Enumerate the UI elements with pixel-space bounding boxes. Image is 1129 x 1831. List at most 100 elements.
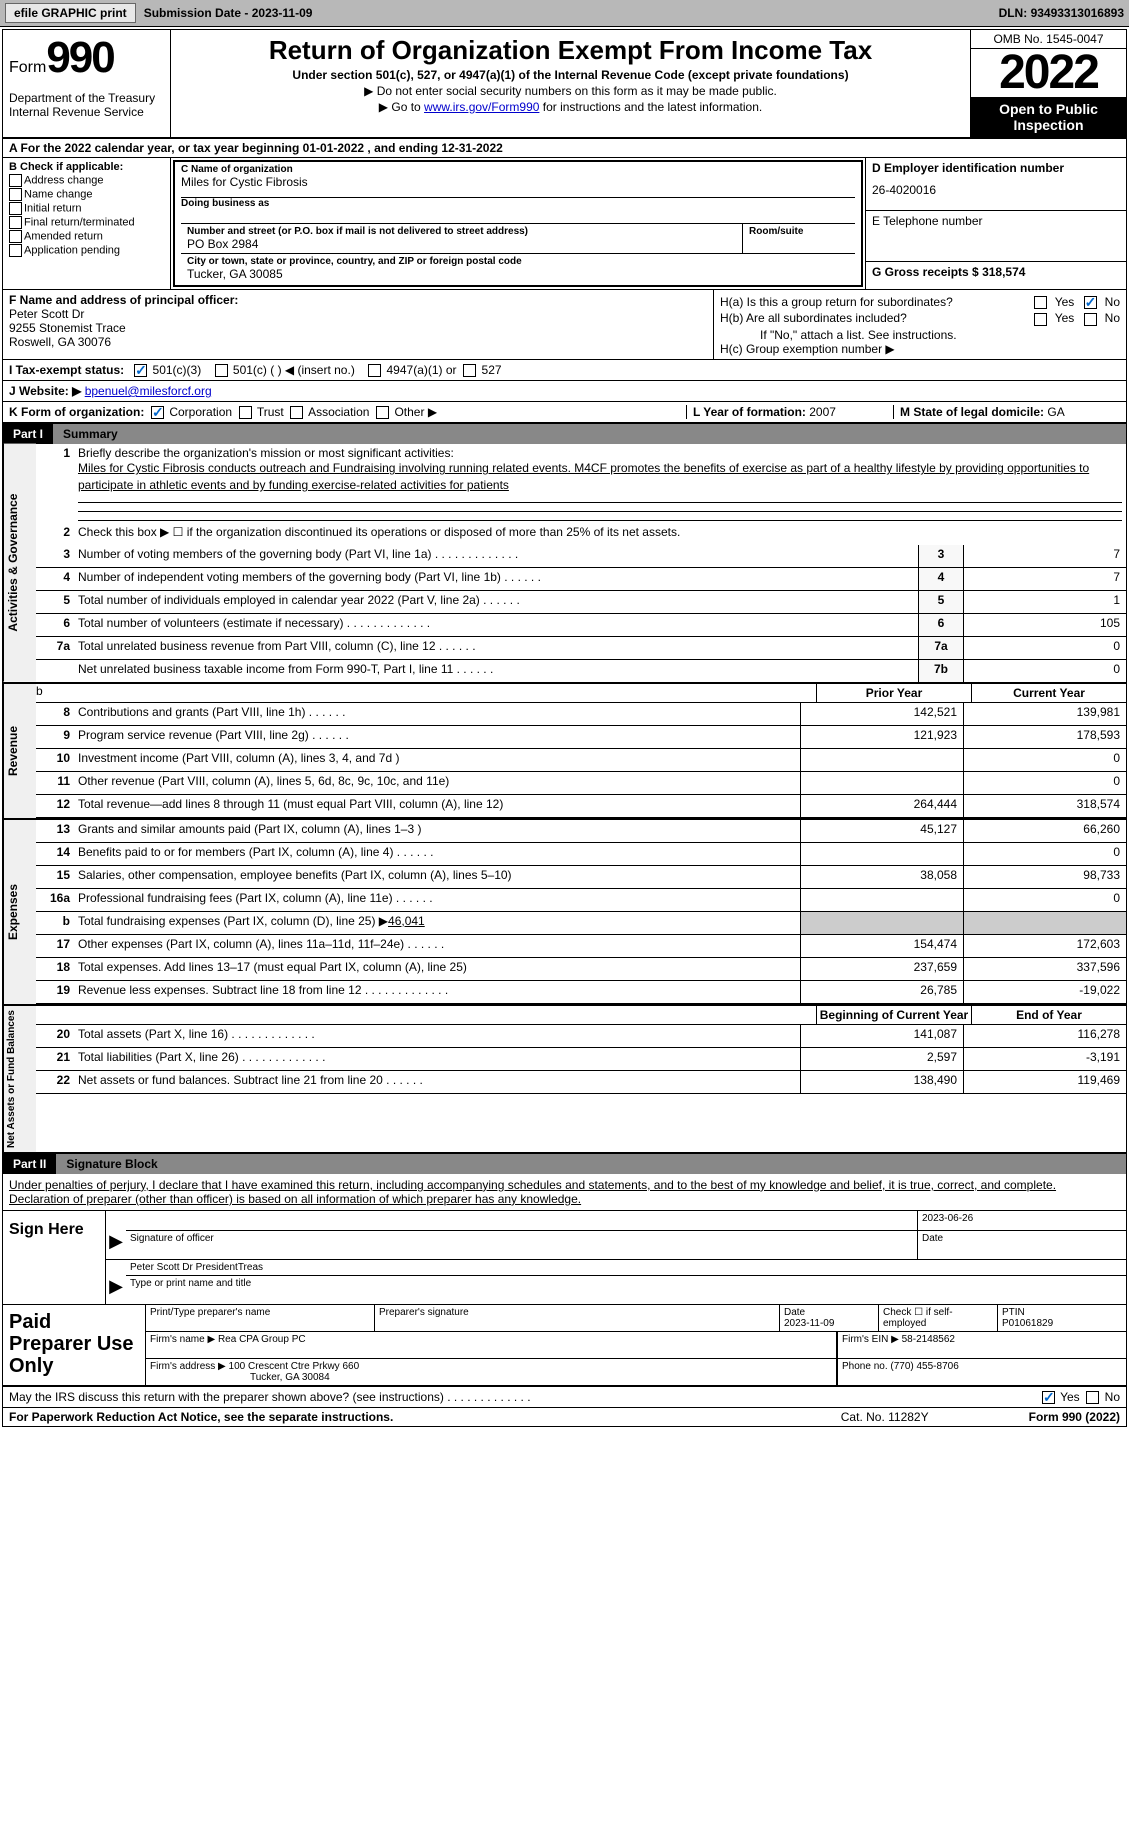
submission-date: Submission Date - 2023-11-09	[144, 6, 313, 20]
l18-prior: 237,659	[800, 958, 963, 980]
gross-receipts-label: G Gross receipts $	[872, 265, 979, 279]
addr-label: Number and street (or P.O. box if mail i…	[187, 226, 736, 237]
chk-assoc[interactable]	[290, 406, 303, 419]
org-name-label: C Name of organization	[181, 164, 855, 175]
chk-address-change[interactable]	[9, 174, 22, 187]
officer-city: Roswell, GA 30076	[9, 335, 707, 349]
l15-prior: 38,058	[800, 866, 963, 888]
chk-application-pending[interactable]	[9, 244, 22, 257]
chk-corp[interactable]	[151, 406, 164, 419]
discuss-no[interactable]	[1086, 1391, 1099, 1404]
chk-other[interactable]	[376, 406, 389, 419]
l17-prior: 154,474	[800, 935, 963, 957]
sign-here-label: Sign Here	[3, 1211, 105, 1304]
ptin-value: P01061829	[1002, 1318, 1053, 1329]
chk-527[interactable]	[463, 364, 476, 377]
current-year-header: Current Year	[971, 684, 1126, 702]
firm-city: Tucker, GA 30084	[250, 1372, 330, 1383]
ein-value: 26-4020016	[872, 183, 1120, 197]
l22-begin: 138,490	[800, 1071, 963, 1093]
website-value[interactable]: bpenuel@milesforcf.org	[85, 384, 212, 398]
chk-initial-return[interactable]	[9, 202, 22, 215]
subtitle-1: Under section 501(c), 527, or 4947(a)(1)…	[177, 68, 964, 82]
line-4-label: Number of independent voting members of …	[74, 568, 918, 590]
preparer-sig-label: Preparer's signature	[375, 1305, 780, 1331]
ha-no[interactable]	[1084, 296, 1097, 309]
ha-yes[interactable]	[1034, 296, 1047, 309]
website-label: J Website: ▶	[9, 384, 85, 398]
paperwork-notice: For Paperwork Reduction Act Notice, see …	[9, 1410, 393, 1424]
l9-current: 178,593	[963, 726, 1126, 748]
l16a-current: 0	[963, 889, 1126, 911]
l8-current: 139,981	[963, 703, 1126, 725]
date-label: Date	[917, 1231, 1126, 1259]
line-7a-value: 0	[963, 637, 1126, 659]
line-6-value: 105	[963, 614, 1126, 636]
chk-4947[interactable]	[368, 364, 381, 377]
chk-trust[interactable]	[239, 406, 252, 419]
chk-name-change[interactable]	[9, 188, 22, 201]
line-7b-value: 0	[963, 660, 1126, 682]
h-note: If "No," attach a list. See instructions…	[720, 328, 1120, 342]
l20-begin: 141,087	[800, 1025, 963, 1047]
l21-end: -3,191	[963, 1048, 1126, 1070]
l21-begin: 2,597	[800, 1048, 963, 1070]
firm-addr: 100 Crescent Ctre Prkwy 660	[229, 1361, 360, 1372]
firm-name: Rea CPA Group PC	[218, 1334, 306, 1345]
part-2-header: Part II Signature Block	[3, 1154, 1126, 1174]
penalty-declaration: Under penalties of perjury, I declare th…	[3, 1174, 1126, 1211]
l13-prior: 45,127	[800, 820, 963, 842]
l19-prior: 26,785	[800, 981, 963, 1003]
line-2: Check this box ▶ ☐ if the organization d…	[74, 523, 1126, 545]
line-5-value: 1	[963, 591, 1126, 613]
chk-final-return[interactable]	[9, 216, 22, 229]
section-b-checkboxes: B Check if applicable: Address change Na…	[3, 158, 170, 289]
type-name-label: Type or print name and title	[126, 1276, 1126, 1304]
year-formation: 2007	[809, 405, 836, 419]
l8-prior: 142,521	[800, 703, 963, 725]
beginning-year-header: Beginning of Current Year	[816, 1006, 971, 1024]
line-4-value: 7	[963, 568, 1126, 590]
chk-501c[interactable]	[215, 364, 228, 377]
side-activities-governance: Activities & Governance	[3, 444, 36, 682]
dln: DLN: 93493313016893	[999, 6, 1124, 20]
l10-prior	[800, 749, 963, 771]
form-number: Form990	[9, 33, 164, 83]
chk-amended-return[interactable]	[9, 230, 22, 243]
l11-prior	[800, 772, 963, 794]
efile-print-button[interactable]: efile GRAPHIC print	[5, 3, 136, 23]
discuss-yes[interactable]	[1042, 1391, 1055, 1404]
form-org-label: K Form of organization:	[9, 405, 144, 419]
line-3-label: Number of voting members of the governin…	[74, 545, 918, 567]
l18-current: 337,596	[963, 958, 1126, 980]
line-7a-label: Total unrelated business revenue from Pa…	[74, 637, 918, 659]
side-net-assets: Net Assets or Fund Balances	[3, 1006, 36, 1152]
hb-yes[interactable]	[1034, 313, 1047, 326]
prior-year-header: Prior Year	[816, 684, 971, 702]
gross-receipts-value: 318,574	[982, 265, 1025, 279]
side-revenue: Revenue	[3, 684, 36, 818]
sig-officer-label: Signature of officer	[126, 1231, 917, 1259]
sig-date-value: 2023-06-26	[922, 1213, 973, 1224]
end-year-header: End of Year	[971, 1006, 1126, 1024]
open-to-public: Open to Public Inspection	[971, 97, 1126, 137]
state-domicile: GA	[1047, 405, 1064, 419]
form-title: Return of Organization Exempt From Incom…	[177, 35, 964, 66]
l20-end: 116,278	[963, 1025, 1126, 1047]
prep-date: 2023-11-09	[784, 1318, 834, 1329]
hb-no[interactable]	[1084, 313, 1097, 326]
chk-501c3[interactable]	[134, 364, 147, 377]
l11-current: 0	[963, 772, 1126, 794]
l22-end: 119,469	[963, 1071, 1126, 1093]
officer-addr: 9255 Stonemist Trace	[9, 321, 707, 335]
l19-current: -19,022	[963, 981, 1126, 1003]
firm-ein: 58-2148562	[902, 1334, 955, 1345]
subtitle-3: ▶ Go to www.irs.gov/Form990 for instruct…	[177, 100, 964, 114]
dba-label: Doing business as	[181, 198, 855, 209]
line-7b-label: Net unrelated business taxable income fr…	[74, 660, 918, 682]
hb-label: H(b) Are all subordinates included?	[720, 311, 1028, 325]
discuss-question: May the IRS discuss this return with the…	[9, 1390, 531, 1404]
irs-link[interactable]: www.irs.gov/Form990	[424, 100, 539, 114]
l14-prior	[800, 843, 963, 865]
subtitle-2: ▶ Do not enter social security numbers o…	[177, 84, 964, 98]
